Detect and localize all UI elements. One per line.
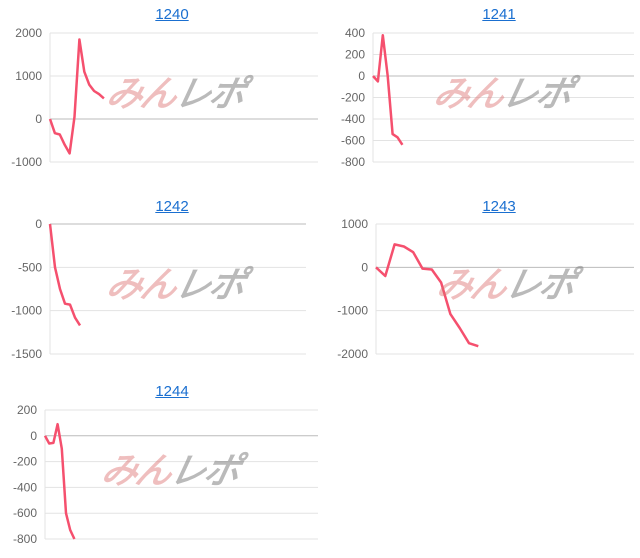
y-tick-label: -1000 <box>337 304 368 318</box>
series-line <box>372 33 404 146</box>
y-tick-label: 0 <box>30 429 37 443</box>
chart-title-link[interactable]: 1242 <box>155 198 189 215</box>
y-tick-label: -800 <box>341 155 365 169</box>
y-tick-label: 400 <box>345 26 365 40</box>
chart-title-link[interactable]: 1243 <box>482 198 516 215</box>
y-tick-label: 0 <box>361 260 368 274</box>
y-tick-label: 0 <box>35 217 42 231</box>
chart-title-link[interactable]: 1244 <box>155 383 189 400</box>
watermark-logo: みんレポ <box>103 73 248 114</box>
watermark-logo: みんレポ <box>98 450 243 491</box>
y-tick-label: -400 <box>341 112 365 126</box>
chart-1243: 1000 0 -1000 -2000 <box>337 217 634 361</box>
y-tick-label: -1500 <box>11 347 42 361</box>
y-tick-label: -200 <box>341 91 365 105</box>
series-line <box>48 38 105 155</box>
y-tick-label: 200 <box>345 48 365 62</box>
y-tick-label: -1000 <box>11 304 42 318</box>
y-tick-label: 1000 <box>15 69 42 83</box>
watermark-logo: みんレポ <box>430 73 575 114</box>
y-tick-label: 1000 <box>341 217 368 231</box>
y-tick-label: -500 <box>18 260 42 274</box>
watermark-logo: みんレポ <box>103 264 248 305</box>
y-tick-label: 2000 <box>15 26 42 40</box>
series-line <box>375 243 479 348</box>
series-line <box>43 422 76 540</box>
y-tick-label: -600 <box>13 506 37 520</box>
chart-title-link[interactable]: 1241 <box>482 6 516 23</box>
chart-1242: 0 -500 -1000 -1500 <box>11 217 306 361</box>
y-tick-label: -400 <box>13 480 37 494</box>
y-tick-label: -1000 <box>11 155 42 169</box>
y-tick-label: 0 <box>35 112 42 126</box>
chart-1240: 2000 1000 0 -1000 <box>11 26 318 169</box>
chart-1244: 200 0 -200 -400 -600 -800 <box>13 403 318 546</box>
chart-1241: 400 200 0 -200 -400 -600 -800 <box>341 26 634 169</box>
y-tick-label: 0 <box>358 69 365 83</box>
y-tick-label: -800 <box>13 532 37 546</box>
y-tick-label: 200 <box>17 403 37 417</box>
y-tick-label: -2000 <box>337 347 368 361</box>
y-tick-label: -200 <box>13 455 37 469</box>
y-tick-label: -600 <box>341 134 365 148</box>
watermark-logo: みんレポ <box>433 264 578 305</box>
chart-title-link[interactable]: 1240 <box>155 6 189 23</box>
